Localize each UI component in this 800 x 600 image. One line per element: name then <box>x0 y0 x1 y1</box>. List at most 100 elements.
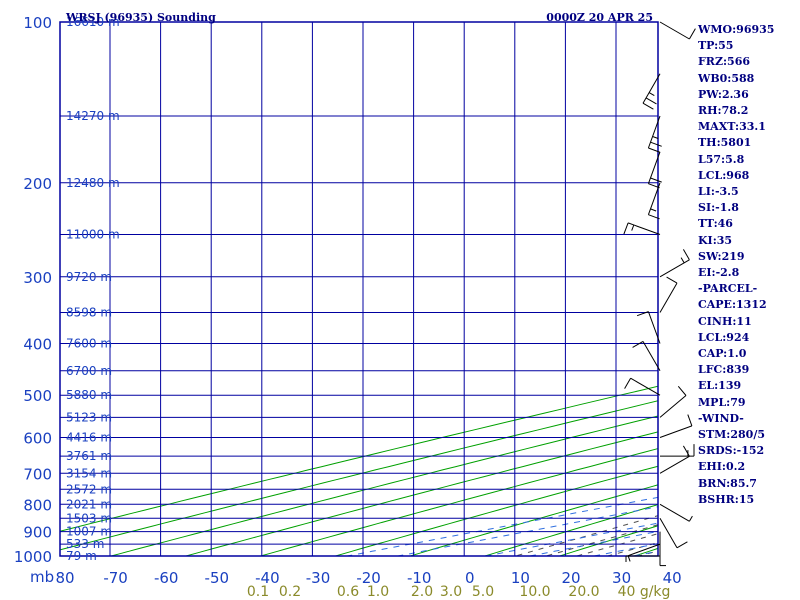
index-item: TH:5801 <box>698 136 752 150</box>
index-item: CAPE:1312 <box>698 298 767 312</box>
pressure-tick-label: 200 <box>23 175 52 193</box>
temperature-tick-label: -10 <box>407 569 432 587</box>
pressure-tick-label: 100 <box>23 14 52 32</box>
dry-adiabat-line <box>60 400 658 551</box>
dry-adiabat-line <box>109 415 658 556</box>
dry-adiabat-line <box>60 385 658 532</box>
index-item: EHI:0.2 <box>698 460 746 474</box>
plot-frame <box>59 21 659 557</box>
pressure-tick-label: 800 <box>23 496 52 514</box>
index-item: WB0:588 <box>698 71 755 85</box>
height-label: 5123 m <box>66 410 112 424</box>
index-item: -PARCEL- <box>698 282 758 296</box>
temperature-tick-label: -70 <box>103 569 128 587</box>
temperature-tick-label: 10 <box>511 569 530 587</box>
index-item: KI:35 <box>698 233 733 247</box>
height-label: 11000 m <box>66 228 120 242</box>
dry-adiabat-line <box>258 448 658 556</box>
wind-barb <box>647 151 662 189</box>
temperature-tick-label: -40 <box>255 569 280 587</box>
index-item: SI:-1.8 <box>698 201 739 215</box>
height-label: 9720 m <box>66 270 112 284</box>
mixing-ratio-tick-label: 10.0 <box>519 584 550 600</box>
index-item: LI:-3.5 <box>698 185 739 199</box>
index-item: FRZ:566 <box>698 55 751 69</box>
wind-barb <box>659 518 688 549</box>
temperature-tick-label: -30 <box>306 569 331 587</box>
mixing-ratio-tick-label: 1.0 <box>367 584 389 600</box>
index-item: -WIND- <box>698 411 744 425</box>
height-label: 2572 m <box>66 482 112 496</box>
dry-adiabat-line <box>483 504 658 556</box>
height-label: 3761 m <box>66 449 112 463</box>
mixing-ratio-tick-label: 0.2 <box>279 584 301 600</box>
height-label: 7600 m <box>66 337 112 351</box>
wind-barb <box>659 414 693 438</box>
pressure-tick-label: 900 <box>23 524 52 542</box>
index-item: CAP:1.0 <box>698 347 747 361</box>
pressure-tick-label: 500 <box>23 387 52 405</box>
index-item: TP:55 <box>698 39 734 53</box>
index-item: TT:46 <box>698 217 733 231</box>
index-item: LCL:924 <box>698 330 750 344</box>
dry-adiabat-line <box>333 465 658 556</box>
wind-barb <box>625 555 660 562</box>
station-title: WRSJ (96935) Sounding <box>65 11 216 24</box>
wind-barb <box>647 182 661 220</box>
mixing-ratio-tick-label: 5.0 <box>472 584 494 600</box>
index-item: LCL:968 <box>698 168 750 182</box>
pressure-tick-label: 700 <box>23 465 52 483</box>
wind-barbs <box>623 21 696 567</box>
dry-adiabat-line <box>184 431 658 556</box>
height-label: 2021 m <box>66 497 112 511</box>
index-item: CINH:11 <box>698 314 752 328</box>
pressure-tick-label: 1000 <box>14 548 52 566</box>
index-item: WMO:96935 <box>698 23 775 36</box>
wind-barb <box>659 445 690 474</box>
index-item: PW:2.36 <box>698 87 749 101</box>
wind-barb <box>627 543 661 562</box>
wind-barb <box>659 249 690 278</box>
wind-barb <box>660 444 695 457</box>
temperature-tick-label: -60 <box>154 569 179 587</box>
index-item: LFC:839 <box>698 363 750 377</box>
mixing-ratio-tick-label: 20.0 <box>568 584 599 600</box>
pressure-tick-label: 400 <box>23 336 52 354</box>
dry-adiabat-line <box>558 525 658 556</box>
index-item: EI:-2.8 <box>698 266 740 280</box>
height-label: 3154 m <box>66 466 112 480</box>
index-item: STM:280/5 <box>698 428 765 442</box>
wind-barb <box>642 73 661 110</box>
index-item: BSHR:15 <box>698 492 755 506</box>
height-label: 6700 m <box>66 364 112 378</box>
stability-indices-panel: WMO:96935 TP:55 FRZ:566 WB0:588 PW:2.36 RH:78… <box>698 22 798 508</box>
wind-barb <box>659 385 687 418</box>
wind-barb <box>647 115 662 153</box>
index-item: RH:78.2 <box>698 104 749 118</box>
moist-adiabat-line <box>544 524 658 556</box>
mixing-ratio-tick-label: 0.6 <box>337 584 359 600</box>
index-item: SW:219 <box>698 249 745 263</box>
temperature-tick-label: 0 <box>465 569 475 587</box>
wind-barb <box>659 276 678 313</box>
pressure-unit-label: mb <box>30 568 54 586</box>
temperature-tick-label: 20 <box>561 569 580 587</box>
index-item: SRDS:-152 <box>698 444 765 458</box>
height-label: 533 m <box>66 537 104 551</box>
sounding-time: 0000Z 20 APR 25 <box>546 11 653 24</box>
mixing-ratio-tick-label: 2.0 <box>411 584 433 600</box>
height-label: 4416 m <box>66 431 112 445</box>
moist-adiabat-line <box>513 515 658 556</box>
height-label: 79 m <box>66 549 97 563</box>
wind-barb <box>659 21 696 40</box>
temperature-tick-label: 40 <box>663 569 682 587</box>
wind-barb <box>624 377 661 396</box>
index-item: MAXT:33.1 <box>698 120 766 134</box>
wind-barb <box>623 222 661 235</box>
height-label: 14270 m <box>66 109 120 123</box>
height-label: 8598 m <box>66 306 112 320</box>
temperature-tick-label: 30 <box>612 569 631 587</box>
moist-adiabats <box>513 515 658 556</box>
